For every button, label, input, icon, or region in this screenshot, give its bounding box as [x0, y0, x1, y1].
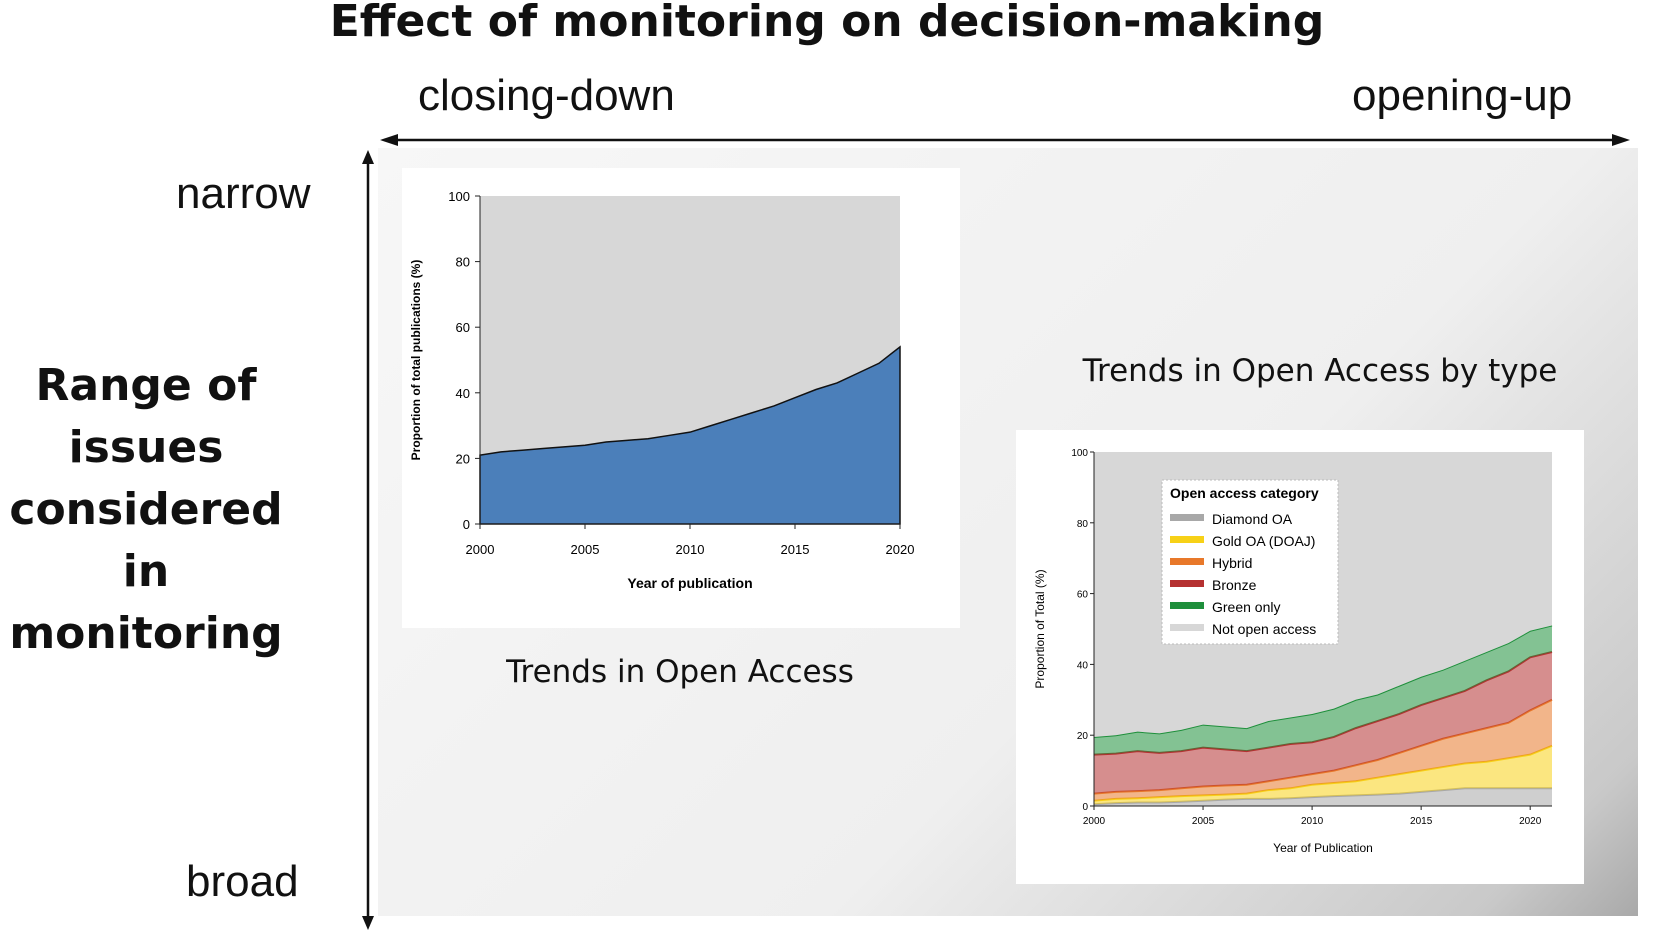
- legend-entry: Green only: [1212, 599, 1280, 615]
- y-tick-label: 20: [456, 451, 470, 466]
- y-tick-label: 40: [456, 386, 470, 401]
- area-hybrid: [1094, 699, 1552, 801]
- x-tick-label: 2010: [676, 542, 705, 557]
- horizontal-axis-arrow: [380, 134, 1630, 146]
- x-tick-label: 2000: [1083, 816, 1106, 827]
- legend-swatch: [1170, 580, 1204, 587]
- area-gold-oa-doaj-: [1094, 745, 1552, 805]
- y-tick-label: 20: [1077, 731, 1089, 742]
- x-tick-label: 2015: [1410, 816, 1433, 827]
- y-tick-label: 0: [1082, 802, 1088, 813]
- x-tick-label: 2005: [1192, 816, 1215, 827]
- x-tick-label: 2020: [886, 542, 915, 557]
- page-title: Effect of monitoring on decision-making: [329, 0, 1325, 47]
- area-green-only: [1094, 625, 1552, 755]
- legend-entry: Bronze: [1212, 577, 1257, 593]
- y-tick-label: 60: [1077, 590, 1089, 601]
- legend-entry: Gold OA (DOAJ): [1212, 533, 1315, 549]
- y-tick-label: 40: [1077, 660, 1089, 671]
- x-tick-label: 2015: [781, 542, 810, 557]
- open-access-chart-caption: Trends in Open Access: [506, 654, 854, 690]
- legend: Open access category Diamond OA Gold OA (D…: [1161, 479, 1339, 645]
- y-tick-label: 60: [456, 320, 470, 335]
- broad-label: broad: [186, 857, 299, 906]
- legend-swatch: [1170, 536, 1204, 543]
- y-tick-label: 100: [448, 189, 470, 204]
- x-tick-label: 2020: [1519, 816, 1542, 827]
- closing-down-label: closing-down: [418, 71, 675, 120]
- area-bronze: [1094, 652, 1552, 794]
- x-axis-title: Year of Publication: [1273, 841, 1373, 855]
- vertical-axis-arrow: [362, 150, 374, 930]
- legend-entry: Diamond OA: [1212, 511, 1293, 527]
- open-access-by-type-caption: Trends in Open Access by type: [1082, 353, 1558, 389]
- y-tick-label: 80: [1077, 519, 1089, 530]
- legend-swatch: [1170, 602, 1204, 609]
- vertical-axis-title: Range of issues considered in monitoring: [9, 360, 283, 659]
- open-access-chart-card: 0 20 40 60 80 100 2000 2005 2010 2015 2020 Year of …: [402, 168, 960, 628]
- y-axis-title: Proportion of Total (%): [1033, 569, 1047, 688]
- legend-entry: Hybrid: [1212, 555, 1252, 571]
- legend-title: Open access category: [1170, 485, 1319, 501]
- open-access-by-type-chart-card: 0 20 40 60 80 100 2000 2005 2010 2015 2020 Year of …: [1016, 430, 1584, 884]
- opening-up-label: opening-up: [1352, 71, 1573, 120]
- open-access-area: [479, 345, 901, 525]
- open-access-by-type-chart: 0 20 40 60 80 100 2000 2005 2010 2015 2020 Year of …: [1033, 448, 1553, 855]
- x-tick-label: 2005: [571, 542, 600, 557]
- legend-swatch: [1170, 624, 1204, 631]
- legend-entry: Not open access: [1212, 621, 1316, 637]
- y-tick-label: 80: [456, 255, 470, 270]
- y-tick-label: 100: [1071, 448, 1088, 459]
- y-axis-title: Proportion of total publications (%): [409, 260, 423, 461]
- legend-swatch: [1170, 514, 1204, 521]
- narrow-label: narrow: [176, 169, 311, 218]
- legend-swatch: [1170, 558, 1204, 565]
- y-tick-label: 0: [463, 517, 470, 532]
- x-axis-title: Year of publication: [627, 575, 752, 591]
- open-access-chart: 0 20 40 60 80 100 2000 2005 2010 2015 2020 Year of …: [409, 189, 915, 591]
- x-tick-label: 2010: [1301, 816, 1324, 827]
- x-tick-label: 2000: [466, 542, 495, 557]
